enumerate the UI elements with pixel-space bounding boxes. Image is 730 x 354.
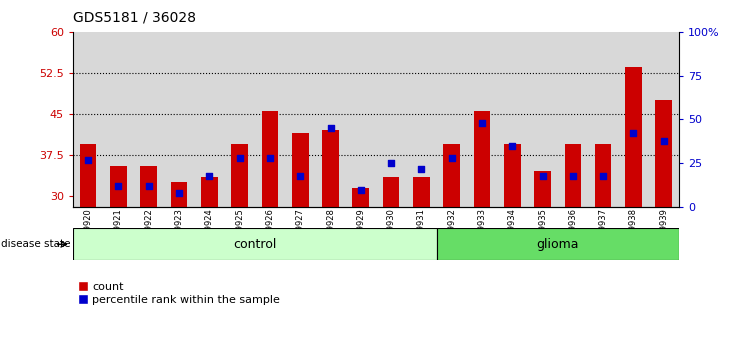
Bar: [564, 144, 581, 207]
Bar: [73, 228, 437, 260]
Bar: [201, 177, 218, 207]
Point: [476, 120, 488, 126]
Bar: [225, 32, 255, 207]
Point: [173, 190, 185, 196]
Bar: [497, 32, 528, 207]
Bar: [134, 32, 164, 207]
Bar: [292, 133, 309, 207]
Point: [355, 187, 366, 193]
Text: GDS5181 / 36028: GDS5181 / 36028: [73, 11, 196, 25]
Point: [234, 155, 245, 161]
Bar: [255, 32, 285, 207]
Bar: [140, 166, 157, 207]
Point: [537, 173, 548, 178]
Bar: [261, 111, 278, 207]
Bar: [315, 32, 346, 207]
Bar: [346, 32, 376, 207]
Point: [385, 160, 397, 166]
Bar: [80, 144, 96, 207]
Point: [204, 173, 215, 178]
Bar: [73, 32, 104, 207]
Bar: [407, 32, 437, 207]
Bar: [285, 32, 315, 207]
Text: disease state: disease state: [1, 239, 70, 249]
Point: [82, 157, 94, 162]
Point: [567, 173, 579, 178]
Bar: [656, 100, 672, 207]
Bar: [376, 32, 407, 207]
Bar: [625, 68, 642, 207]
Bar: [231, 144, 248, 207]
Bar: [443, 144, 460, 207]
Bar: [383, 177, 399, 207]
Point: [112, 183, 124, 189]
Bar: [353, 188, 369, 207]
Text: glioma: glioma: [537, 238, 579, 251]
Bar: [104, 32, 134, 207]
Bar: [588, 32, 618, 207]
Bar: [194, 32, 225, 207]
Bar: [110, 166, 127, 207]
Point: [658, 138, 669, 143]
Bar: [595, 144, 612, 207]
Bar: [413, 177, 430, 207]
Bar: [649, 32, 679, 207]
Bar: [558, 32, 588, 207]
Bar: [322, 130, 339, 207]
Point: [264, 155, 276, 161]
Bar: [437, 32, 467, 207]
Text: control: control: [233, 238, 277, 251]
Bar: [528, 32, 558, 207]
Point: [294, 173, 306, 178]
Point: [415, 166, 427, 171]
Bar: [164, 32, 194, 207]
Bar: [534, 171, 551, 207]
Point: [446, 155, 458, 161]
Legend: count, percentile rank within the sample: count, percentile rank within the sample: [79, 282, 280, 305]
Bar: [504, 144, 520, 207]
Point: [597, 173, 609, 178]
Point: [325, 125, 337, 131]
Point: [628, 131, 639, 136]
Bar: [467, 32, 497, 207]
Bar: [171, 182, 188, 207]
Point: [507, 143, 518, 149]
Bar: [474, 111, 491, 207]
Bar: [618, 32, 649, 207]
Bar: [437, 228, 679, 260]
Point: [143, 183, 155, 189]
